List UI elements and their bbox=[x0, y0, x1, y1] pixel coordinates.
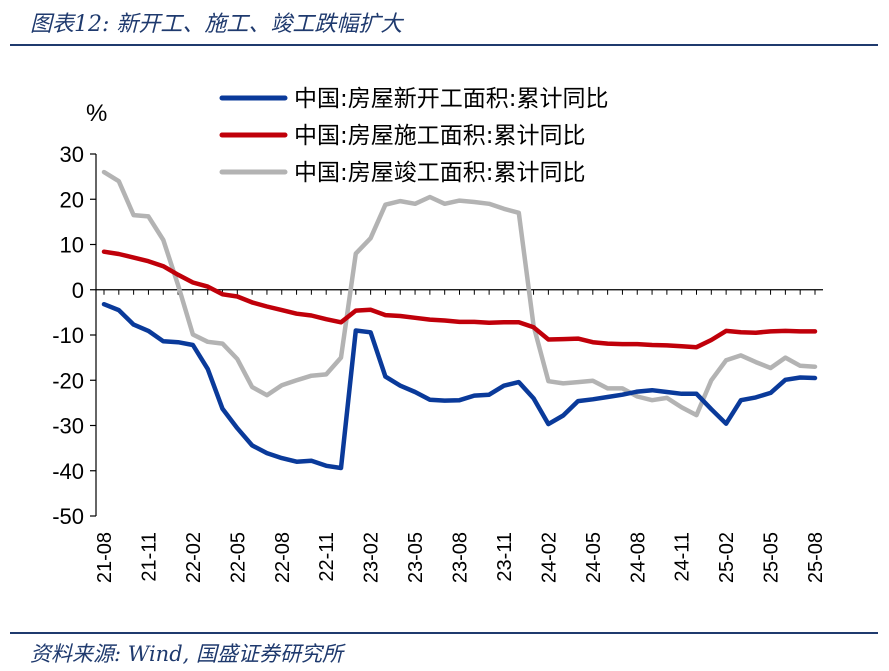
x-tick-label: 25-02 bbox=[716, 532, 738, 583]
y-tick-label: 0 bbox=[72, 278, 84, 303]
series-layer bbox=[101, 169, 818, 471]
y-tick-label: 30 bbox=[60, 142, 84, 167]
legend-item-2: 中国:房屋施工面积:累计同比 bbox=[219, 123, 586, 149]
series-1 bbox=[101, 301, 818, 471]
x-tick-label: 22-08 bbox=[272, 532, 294, 583]
legend-label: 中国:房屋竣工面积:累计同比 bbox=[294, 160, 586, 186]
series-3 bbox=[101, 169, 818, 418]
x-tick-label: 22-05 bbox=[227, 532, 249, 583]
x-tick-label: 24-05 bbox=[583, 532, 605, 583]
y-tick-label: -20 bbox=[52, 368, 84, 393]
y-tick-label: -50 bbox=[52, 504, 84, 529]
series-line bbox=[101, 249, 818, 350]
x-tick-label: 24-11 bbox=[672, 532, 694, 582]
y-tick-label: -10 bbox=[52, 323, 84, 348]
x-tick-label: 23-02 bbox=[361, 532, 383, 583]
y-tick-label: -30 bbox=[52, 414, 84, 439]
x-tick-label: 21-11 bbox=[138, 532, 160, 582]
y-tick-label: 10 bbox=[60, 233, 84, 258]
legend: 中国:房屋新开工面积:累计同比中国:房屋施工面积:累计同比中国:房屋竣工面积:累… bbox=[219, 86, 609, 186]
series-2 bbox=[101, 249, 818, 350]
x-tick-label: 21-08 bbox=[94, 532, 116, 583]
x-tick-label: 23-11 bbox=[494, 532, 516, 582]
legend-item-3: 中国:房屋竣工面积:累计同比 bbox=[219, 160, 586, 186]
figure-header: 图表12: 新开工、施工、竣工跌幅扩大 bbox=[0, 0, 889, 48]
x-tick-label: 23-08 bbox=[450, 532, 472, 583]
x-tick-label: 24-02 bbox=[538, 532, 560, 583]
y-tick-label: -40 bbox=[52, 459, 84, 484]
source-note: 资料来源: Wind, 国盛证券研究所 bbox=[30, 642, 343, 666]
x-tick-label: 23-05 bbox=[405, 532, 427, 583]
x-tick-label: 25-08 bbox=[805, 532, 827, 583]
legend-label: 中国:房屋新开工面积:累计同比 bbox=[294, 86, 609, 112]
header-rule bbox=[10, 44, 878, 46]
y-unit-label: % bbox=[86, 100, 107, 127]
x-tick-label: 22-11 bbox=[316, 532, 338, 582]
figure-title: 图表12: 新开工、施工、竣工跌幅扩大 bbox=[30, 12, 403, 37]
y-tick-label: 20 bbox=[60, 187, 84, 212]
x-tick-label: 22-02 bbox=[183, 532, 205, 583]
footer-rule bbox=[10, 632, 878, 634]
x-tick-label: 25-05 bbox=[761, 532, 783, 583]
x-tick-label: 24-08 bbox=[627, 532, 649, 583]
legend-label: 中国:房屋施工面积:累计同比 bbox=[294, 123, 586, 149]
legend-item-1: 中国:房屋新开工面积:累计同比 bbox=[219, 86, 609, 112]
